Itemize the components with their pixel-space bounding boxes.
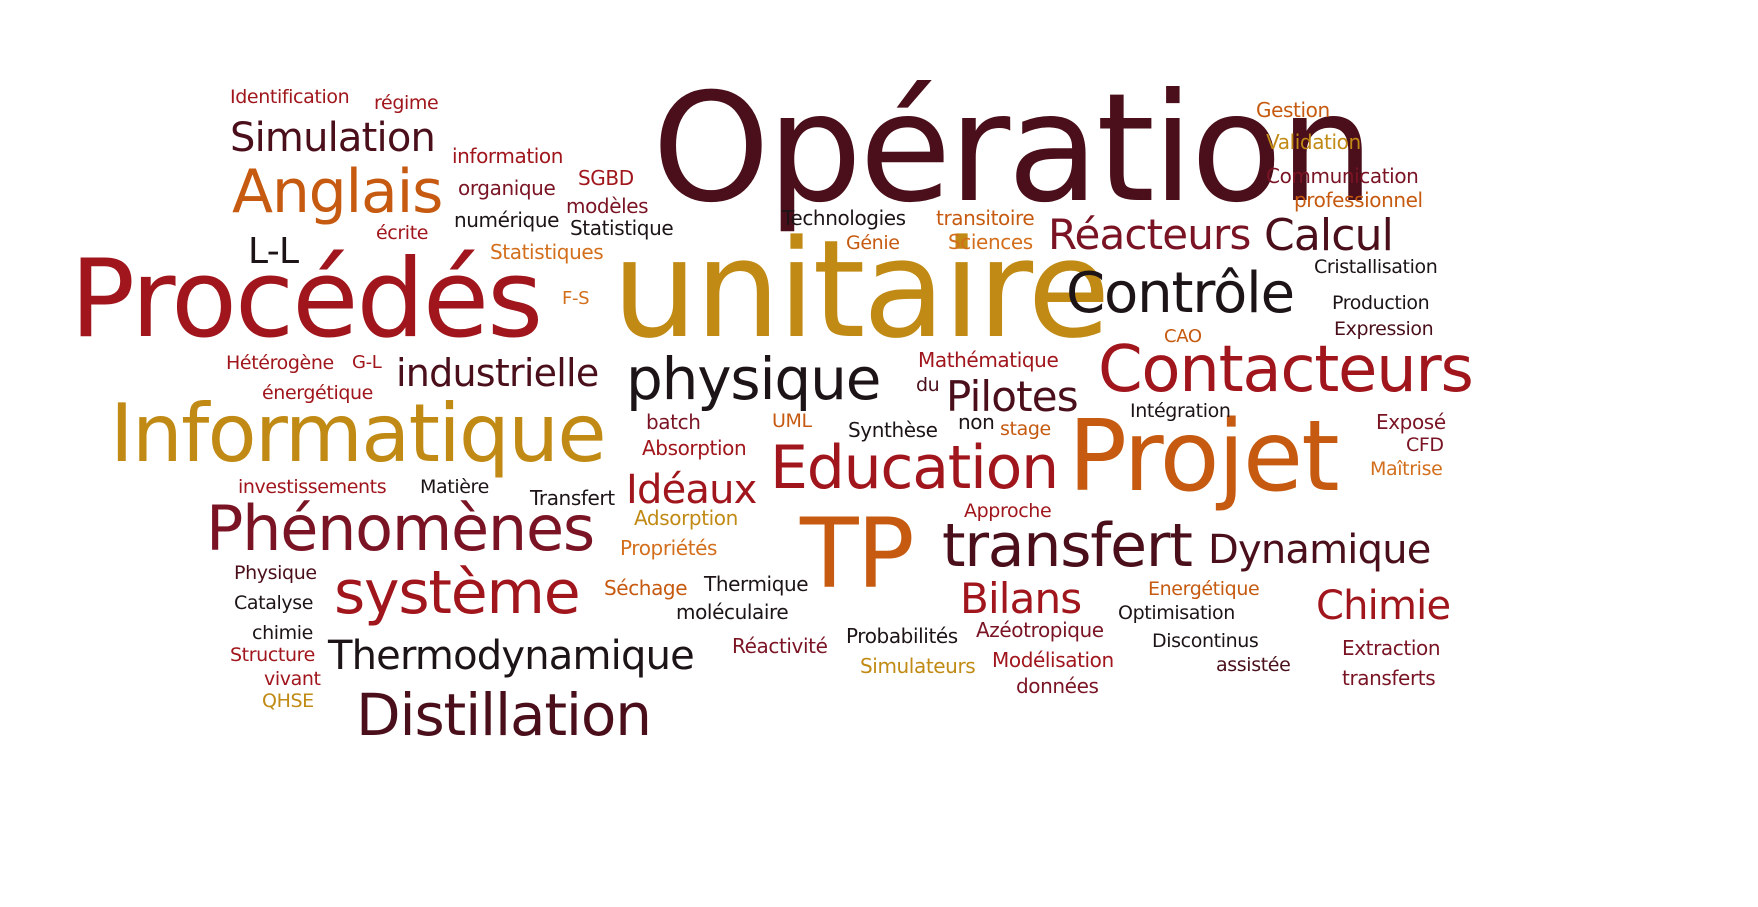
word-adsorption: Adsorption (634, 506, 738, 530)
word-information: information (452, 144, 564, 168)
word-energetique-cap: Energétique (1148, 578, 1260, 600)
word-ecrite: écrite (376, 222, 429, 244)
word-absorption-red: Absorption (642, 436, 747, 460)
word-approche: Approche (964, 500, 1052, 522)
word-modelisation: Modélisation (992, 648, 1114, 672)
word-professionnel: professionnel (1294, 188, 1423, 212)
word-anglais: Anglais (232, 157, 443, 227)
word-synthese: Synthèse (848, 418, 938, 442)
word-physique: physique (626, 345, 881, 413)
word-pilotes: Pilotes (946, 372, 1079, 421)
word-validation: Validation (1266, 130, 1361, 154)
word-du: du (916, 374, 940, 396)
word-transfert-big: transfert (942, 511, 1193, 581)
word-tp: TP (800, 498, 915, 610)
word-integration: Intégration (1130, 400, 1231, 422)
word-optimisation: Optimisation (1118, 602, 1235, 624)
word-probabilites: Probabilités (846, 624, 958, 648)
word-transferts: transferts (1342, 666, 1436, 690)
word-sciences: Sciences (948, 230, 1033, 254)
word-regime: régime (374, 92, 439, 114)
word-vivant: vivant (264, 668, 321, 690)
word-proprietes: Propriétés (620, 536, 718, 560)
word-calcul: Calcul (1264, 210, 1394, 261)
word-chimie-big: Chimie (1316, 583, 1451, 629)
word-statistique: Statistique (570, 216, 674, 240)
word-thermique: Thermique (704, 572, 809, 596)
word-heterogene: Hétérogène (226, 352, 334, 374)
word-organique: organique (458, 176, 556, 200)
word-bilans: Bilans (960, 574, 1082, 623)
word-systeme: système (334, 558, 581, 628)
word-projet: Projet (1068, 400, 1340, 514)
word-physique-small: Physique (234, 562, 317, 584)
word-stage: stage (1000, 418, 1051, 440)
word-gl: G-L (352, 352, 382, 373)
word-reacteurs: Réacteurs (1048, 210, 1251, 259)
word-azeotropique: Azéotropique (976, 618, 1104, 642)
word-industrielle: industrielle (396, 351, 599, 395)
word-reactivite: Réactivité (732, 634, 828, 658)
word-matiere: Matière (420, 476, 489, 498)
word-genie: Génie (846, 232, 900, 254)
word-mathematique: Mathématique (918, 348, 1059, 372)
word-production: Production (1332, 292, 1430, 314)
word-informatique: Informatique (110, 387, 607, 480)
word-moleculaire: moléculaire (676, 600, 789, 624)
word-structure: Structure (230, 644, 315, 666)
word-assistee: assistée (1216, 654, 1291, 676)
word-non: non (958, 410, 995, 434)
word-fs: F-S (562, 288, 590, 309)
word-thermodynamique: Thermodynamique (328, 633, 695, 679)
word-statistiques: Statistiques (490, 240, 604, 264)
word-cao: CAO (1164, 326, 1202, 347)
word-ideaux: Idéaux (626, 467, 757, 513)
word-investissements: investissements (238, 476, 387, 498)
word-expose: Exposé (1376, 410, 1446, 434)
word-procedes: Procédés (70, 237, 543, 362)
word-controle: Contrôle (1066, 261, 1295, 326)
word-chimie-small: chimie (252, 622, 313, 644)
word-donnees: données (1016, 674, 1099, 698)
word-energetique-low: énergétique (262, 382, 373, 404)
word-catalyse: Catalyse (234, 592, 314, 614)
word-simulateurs: Simulateurs (860, 654, 976, 678)
word-numerique: numérique (454, 208, 559, 232)
word-expression: Expression (1334, 318, 1434, 340)
word-discontinus: Discontinus (1152, 630, 1259, 652)
word-batch: batch (646, 410, 701, 434)
word-cfd: CFD (1406, 434, 1444, 456)
word-technologies: Technologies (782, 206, 906, 230)
word-identification: Identification (230, 86, 350, 108)
word-ll: L-L (248, 231, 299, 272)
word-maitrise: Maîtrise (1370, 458, 1443, 480)
word-sechage: Séchage (604, 576, 688, 600)
word-communication: Communication (1266, 164, 1419, 188)
word-dynamique: Dynamique (1208, 527, 1431, 573)
word-modeles: modèles (566, 194, 649, 218)
word-transfert-small: Transfert (530, 486, 615, 510)
word-cristallisation: Cristallisation (1314, 256, 1438, 278)
word-qhse: QHSE (262, 690, 314, 712)
word-gestion: Gestion (1256, 98, 1330, 122)
word-uml: UML (772, 410, 812, 432)
word-contacteurs: Contacteurs (1098, 333, 1474, 407)
word-extraction: Extraction (1342, 636, 1441, 660)
word-unitaire: unitaire (612, 211, 1110, 368)
word-phenomenes: Phénomènes (206, 492, 595, 565)
word-education: Education (770, 433, 1059, 503)
word-distillation: Distillation (356, 681, 652, 749)
word-operation: Opération (652, 62, 1374, 236)
word-sgbd: SGBD (578, 166, 634, 190)
word-transitoire: transitoire (936, 206, 1035, 230)
word-simulation: Simulation (230, 115, 436, 161)
